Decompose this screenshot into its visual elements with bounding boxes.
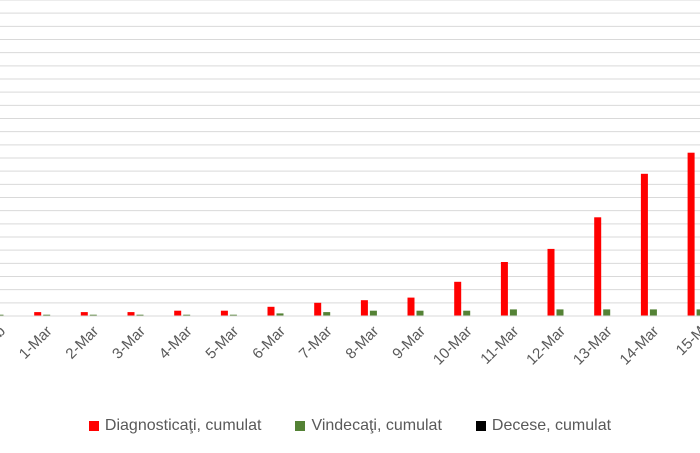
legend-label-vindecati: Vindecaţi, cumulat [311,417,442,434]
x-tick-labels: eb 1-Mar 2-Mar 3-Mar 4-Mar 5-Mar 6-Mar 7-Mar 8-M… [0,323,700,369]
chart: eb 1-Mar 2-Mar 3-Mar 4-Mar 5-Mar 6-Mar 7-Mar 8-M… [0,0,700,369]
legend-label-diagnosticati: Diagnosticaţi, cumulat [104,417,262,434]
bar-vindecati-3-Mar [136,314,144,316]
x-tick-label: 11-Mar [477,323,522,368]
legend-label-decese: Decese, cumulat [491,417,612,434]
x-tick-label: 13-Mar [570,323,616,369]
bar-diagnosticati-8-Mar [360,300,368,316]
x-tick-label: 8-Mar [342,323,382,363]
legend-item-decese: Decese, cumulat [475,417,612,435]
gridlines [0,0,700,304]
bar-vindecati-2-Mar [89,314,97,316]
x-tick-label: 1-Mar [16,323,56,363]
bar-diagnosticati-6-Mar [267,306,275,316]
legend-swatch-red [88,421,99,431]
bar-vindecati-10-Mar [463,310,471,316]
bar-diagnosticati-15-Mar [687,152,695,316]
x-tick-label: 9-Mar [389,323,429,363]
bar-diagnosticati-5-Mar [220,310,228,316]
x-tick-label: 10-Mar [430,323,476,369]
x-tick-label: 14-Mar [617,323,663,369]
legend-swatch-black [475,421,486,431]
bar-vindecati-7-Mar [323,312,331,316]
x-tick-label: 2-Mar [62,323,102,363]
bar-diagnosticati-3-Mar [127,312,135,316]
x-tick-label: 4-Mar [156,323,196,363]
bar-diagnosticati-2-Mar [80,312,88,316]
bar-vindecati-1-Mar [43,314,51,316]
x-tick-label: 15-M [673,323,700,359]
bar-vindecati-15-Mar [696,309,700,316]
bar-vindecati-5-Mar [229,314,237,316]
bar-vindecati-9-Mar [416,310,424,316]
x-tick-label: eb [0,323,9,347]
bar-diagnosticati-1-Mar [34,312,42,316]
x-tick-label: 3-Mar [109,323,149,363]
bar-diagnosticati-11-Mar [500,262,508,316]
bar-vindecati-4-Mar [183,314,191,316]
bar-vindecati-14-Mar [649,309,657,316]
x-tick-label: 6-Mar [249,323,289,363]
legend-item-vindecati: Vindecaţi, cumulat [295,417,442,435]
bars [0,152,700,317]
bar-vindecati-12-Mar [556,309,564,316]
bar-vindecati-11-Mar [509,309,517,316]
bar-diagnosticati-12-Mar [547,248,555,316]
legend: Diagnosticaţi, cumulat Vindecaţi, cumula… [0,414,700,438]
bar-diagnosticati-9-Mar [407,297,415,316]
legend-item-diagnosticati: Diagnosticaţi, cumulat [88,417,262,435]
bar-diagnosticati-13-Mar [594,217,602,317]
bar-diagnosticati-10-Mar [454,281,462,316]
bar-vindecati-6-Mar [276,313,284,316]
x-tick-label: 7-Mar [296,323,336,363]
bar-vindecati-8-Mar [369,310,377,316]
bar-diagnosticati-4-Mar [174,310,182,316]
bar-diagnosticati-14-Mar [640,173,648,316]
bar-diagnosticati-7-Mar [314,302,322,316]
bar-vindecati-13-Mar [603,309,611,316]
legend-swatch-green [295,421,306,431]
x-tick-label: 5-Mar [202,323,242,363]
bar-vindecati-29-Feb [0,314,4,316]
x-tick-label: 12-Mar [523,323,569,369]
